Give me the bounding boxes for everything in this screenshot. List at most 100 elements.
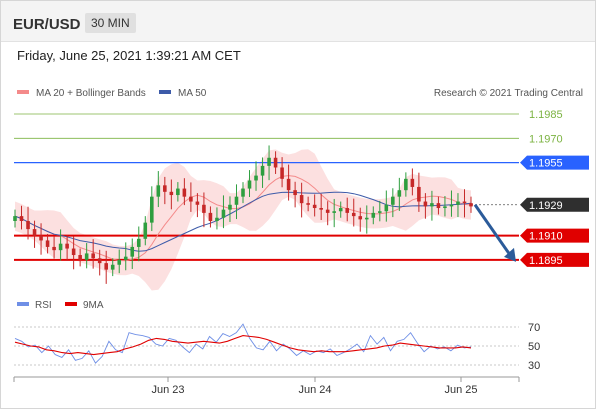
candle-body	[306, 203, 310, 205]
candle-body	[286, 178, 291, 191]
candle-body	[234, 196, 239, 205]
candle-body	[202, 204, 206, 213]
candle-body	[150, 196, 154, 223]
x-tick-label: Jun 25	[444, 384, 477, 396]
candle-body	[423, 201, 428, 207]
level-label-current: 1.1929	[529, 200, 563, 212]
candle-body	[117, 259, 122, 265]
candle-body	[325, 209, 330, 213]
candle-body	[384, 204, 389, 212]
candle-body	[378, 211, 382, 213]
candle-body	[364, 217, 369, 220]
candle-body	[410, 178, 415, 187]
rsi-legend: RSI 9MA	[17, 300, 104, 311]
level-label-resistance: 1.1985	[529, 109, 563, 121]
level-lines	[14, 113, 519, 261]
legend-swatch	[17, 302, 29, 306]
candle-body	[436, 203, 441, 209]
credit-text: Research © 2021 Trading Central	[434, 88, 583, 99]
candle-body	[319, 208, 323, 210]
rsi-tick-label: 30	[528, 360, 540, 372]
candle-body	[169, 191, 174, 196]
candle-body	[32, 229, 37, 236]
candle-body	[332, 211, 336, 213]
level-label-resistance: 1.1970	[529, 133, 563, 145]
candle-body	[358, 216, 363, 220]
chart-datetime: Friday, June 25, 2021 1:39:21 AM CET	[17, 48, 241, 63]
candle-body	[19, 216, 24, 221]
bollinger-band-area	[15, 149, 471, 291]
candle-body	[338, 208, 343, 212]
candle-body	[221, 209, 226, 218]
candle-body	[443, 206, 447, 209]
rsi-lines	[14, 323, 472, 364]
candle-body	[123, 256, 128, 260]
candle-body	[293, 190, 297, 196]
candle-body	[228, 204, 232, 210]
candle-body	[345, 208, 350, 213]
candle-body	[397, 190, 402, 197]
candle-body	[176, 188, 180, 196]
candle-body	[130, 246, 135, 257]
level-label-pivot: 1.1955	[529, 158, 563, 170]
candle-body	[71, 248, 76, 256]
ma50-line	[14, 191, 472, 252]
candle-body	[247, 180, 252, 189]
candle-body	[430, 203, 434, 207]
rsi-tick-label: 70	[528, 322, 540, 334]
level-label-support: 1.1895	[529, 255, 563, 267]
candle-body	[156, 185, 161, 197]
candlesticks	[13, 145, 473, 284]
candle-body	[449, 204, 454, 207]
rsi-tick-label: 50	[528, 341, 540, 353]
timeframe-badge[interactable]: 30 MIN	[85, 13, 136, 33]
candle-body	[267, 157, 271, 166]
candle-body	[462, 201, 467, 204]
legend-label: 9MA	[83, 300, 104, 311]
legend-swatch	[17, 90, 29, 94]
bollinger-bands	[15, 149, 471, 291]
level-label-box	[520, 197, 589, 212]
legend-swatch	[159, 90, 171, 94]
x-tick-label: Jun 23	[151, 384, 184, 396]
level-label-box	[520, 252, 589, 267]
candle-body	[110, 264, 115, 270]
candle-body	[143, 222, 148, 239]
forecast-arrow-line	[473, 203, 512, 256]
candle-body	[97, 258, 102, 264]
candle-body	[456, 201, 460, 205]
candle-body	[65, 243, 69, 249]
candle-body	[215, 217, 219, 221]
candle-body	[78, 255, 82, 260]
candle-body	[312, 204, 317, 209]
candle-body	[391, 196, 395, 205]
candle-body	[280, 167, 284, 179]
candle-body	[254, 175, 258, 181]
candle-body	[163, 185, 167, 192]
price-legend: MA 20 + Bollinger Bands MA 50	[17, 88, 207, 99]
candle-body	[371, 212, 376, 218]
moving-averages	[14, 175, 472, 262]
legend-label: RSI	[35, 300, 52, 311]
candle-body	[195, 201, 200, 205]
candle-body	[208, 212, 213, 221]
candle-body	[182, 188, 187, 197]
level-label-box	[520, 228, 589, 243]
candle-body	[273, 157, 278, 168]
candle-body	[104, 263, 108, 270]
candle-body	[260, 165, 265, 176]
candle-body	[45, 240, 50, 247]
candle-body	[417, 186, 421, 202]
chart-header: EUR/USD 30 MIN	[1, 1, 595, 42]
candle-body	[91, 253, 95, 259]
candle-body	[351, 212, 356, 217]
level-label-support: 1.1910	[529, 231, 563, 243]
candle-body	[84, 253, 89, 260]
x-tick-label: Jun 24	[298, 384, 331, 396]
candle-body	[404, 178, 408, 191]
candle-body	[241, 188, 245, 197]
rsi-ma-line	[14, 335, 472, 356]
legend-label: MA 50	[178, 88, 207, 99]
candle-body	[299, 195, 304, 204]
